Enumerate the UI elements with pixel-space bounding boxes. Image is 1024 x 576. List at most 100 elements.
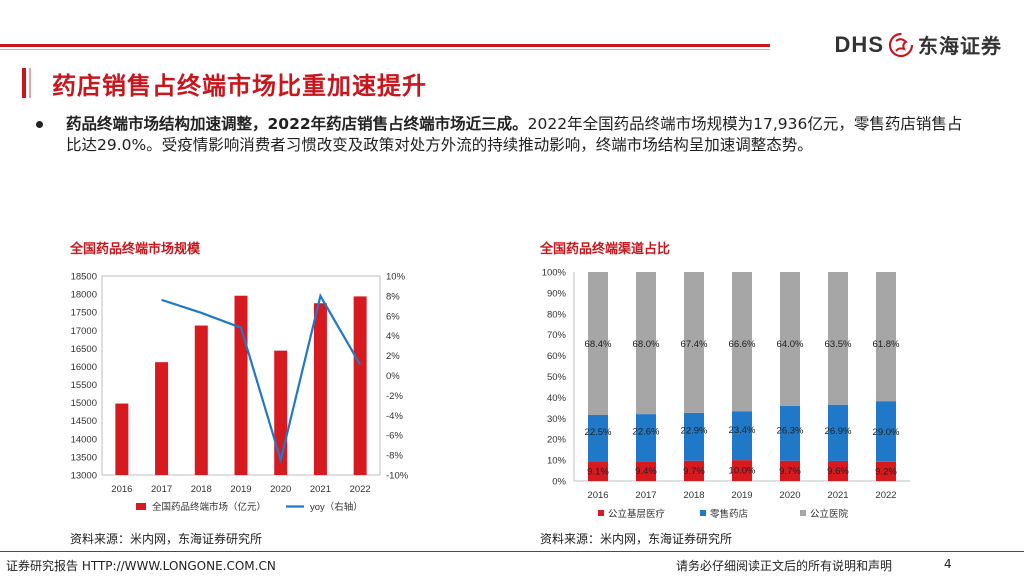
y2-tick-label: 10%	[386, 272, 406, 283]
market-size-bar	[155, 362, 169, 475]
legend-label: 公立医院	[810, 508, 849, 520]
data-label: 68.0%	[633, 339, 660, 350]
x-tick-label: 2016	[111, 484, 132, 495]
y-tick-label: 10%	[547, 456, 567, 467]
x-tick-label: 2021	[827, 490, 848, 501]
y-tick-label: 14000	[71, 434, 97, 445]
legend-swatch	[800, 510, 806, 516]
y2-tick-label: 0%	[386, 371, 400, 382]
dragon-logo-icon	[888, 32, 914, 57]
data-label: 66.6%	[729, 339, 756, 350]
legend-label: 公立基层医疗	[608, 508, 666, 520]
company-logo: DHS 东海证券	[835, 30, 1002, 59]
channel-share-chart: 0% 10% 20% 30% 40% 50% 60% 70% 80% 90% 100% 9.1% 22.…	[542, 268, 910, 520]
y-tick-label: 0%	[552, 477, 566, 488]
y-tick-label: 90%	[547, 288, 567, 299]
data-label: 26.3%	[777, 426, 804, 437]
stack-segment-primary-care	[780, 460, 800, 481]
data-label: 26.9%	[825, 426, 852, 437]
y2-tick-label: -2%	[386, 391, 403, 402]
data-label: 9.7%	[683, 466, 705, 477]
data-label: 9.4%	[635, 466, 657, 477]
title-marker	[22, 68, 26, 98]
stack-segment-primary-care	[876, 461, 896, 481]
right-chart-source: 资料来源：米内网，东海证券研究所	[540, 532, 733, 546]
stack-segment-public-hospital	[684, 272, 704, 413]
footer-rule	[0, 551, 1024, 552]
legend-label: 零售药店	[710, 508, 748, 520]
stack-segment-primary-care	[828, 460, 848, 481]
stack-segment-primary-care	[588, 461, 608, 481]
y-tick-label: 30%	[547, 414, 567, 425]
y2-tick-label: 2%	[386, 351, 400, 362]
legend-swatch-bar	[136, 503, 146, 510]
data-label: 67.4%	[681, 339, 708, 350]
right-chart-title: 全国药品终端渠道占比	[540, 242, 671, 257]
page-title: 药店销售占终端市场比重加速提升	[52, 72, 427, 100]
y2-tick-label: 4%	[386, 331, 400, 342]
data-label: 22.6%	[633, 426, 660, 437]
stack-segment-public-hospital	[876, 272, 896, 402]
x-tick-label: 2020	[779, 490, 800, 501]
legend-swatch	[598, 510, 604, 516]
market-size-bar	[115, 403, 129, 475]
y-tick-label: 14500	[71, 416, 97, 427]
bullet-paragraph: 药品终端市场结构加速调整，2022年药店销售占终端市场近三成。2022年全国药品…	[36, 114, 966, 156]
x-tick-label: 2022	[350, 484, 371, 495]
y-tick-label: 16000	[71, 362, 97, 373]
y-tick-label: 17000	[71, 326, 97, 337]
data-label: 22.5%	[585, 427, 612, 438]
data-label: 22.9%	[681, 426, 708, 437]
y2-tick-label: 8%	[386, 291, 400, 302]
y2-tick-label: 6%	[386, 311, 400, 322]
y-tick-label: 50%	[547, 372, 567, 383]
stack-segment-primary-care	[684, 460, 704, 481]
page-number: 4	[944, 557, 952, 571]
stack-segment-primary-care	[636, 461, 656, 481]
data-label: 63.5%	[825, 339, 852, 350]
y-tick-label: 17500	[71, 308, 97, 319]
logo-cn-text: 东海证券	[918, 34, 1002, 58]
data-label: 64.0%	[777, 339, 804, 350]
legend-swatch	[700, 510, 706, 516]
stack-segment-public-hospital	[732, 272, 752, 412]
left-chart-source: 资料来源：米内网，东海证券研究所	[70, 532, 263, 546]
y2-tick-label: -8%	[386, 451, 403, 462]
x-tick-label: 2017	[151, 484, 172, 495]
x-tick-label: 2016	[587, 490, 608, 501]
y-tick-label: 13000	[71, 471, 97, 482]
stack-segment-retail-pharmacy	[828, 404, 848, 461]
stack-segment-retail-pharmacy	[636, 414, 656, 462]
y-tick-label: 15500	[71, 380, 97, 391]
y-tick-label: 70%	[547, 330, 567, 341]
yoy-line	[161, 292, 362, 465]
market-size-bar	[234, 295, 248, 475]
bullet-text: 药品终端市场结构加速调整，2022年药店销售占终端市场近三成。2022年全国药品…	[66, 114, 966, 156]
bullet-icon	[36, 121, 43, 128]
y2-tick-label: -4%	[386, 411, 403, 422]
bullet-body-text: 2022年全国药品终端市场规模为17,936亿元，零售药店销售占比达29.0%。…	[66, 115, 963, 154]
y-tick-label: 20%	[547, 435, 567, 446]
market-size-bar	[353, 296, 367, 475]
stack-segment-retail-pharmacy	[684, 412, 704, 461]
data-label: 9.6%	[827, 466, 849, 477]
data-label: 9.7%	[779, 466, 801, 477]
legend-label-line: yoy（右轴）	[310, 501, 363, 513]
stack-segment-retail-pharmacy	[588, 414, 608, 462]
market-size-bar	[194, 325, 208, 475]
stack-segment-retail-pharmacy	[732, 411, 752, 461]
data-label: 68.4%	[585, 339, 612, 350]
logo-text: DHS	[834, 31, 884, 57]
x-tick-label: 2019	[731, 490, 752, 501]
y-tick-label: 16500	[71, 344, 97, 355]
y-tick-label: 40%	[547, 393, 567, 404]
y-tick-label: 13500	[71, 452, 97, 463]
footer-website: 证券研究报告 HTTP://WWW.LONGONE.COM.CN	[6, 559, 276, 573]
data-label: 29.0%	[873, 427, 900, 438]
market-size-bar	[313, 303, 327, 475]
data-label: 23.4%	[729, 425, 756, 436]
stack-segment-public-hospital	[636, 272, 656, 415]
x-tick-label: 2018	[683, 490, 704, 501]
x-tick-label: 2018	[191, 484, 212, 495]
y2-tick-label: -6%	[386, 431, 403, 442]
